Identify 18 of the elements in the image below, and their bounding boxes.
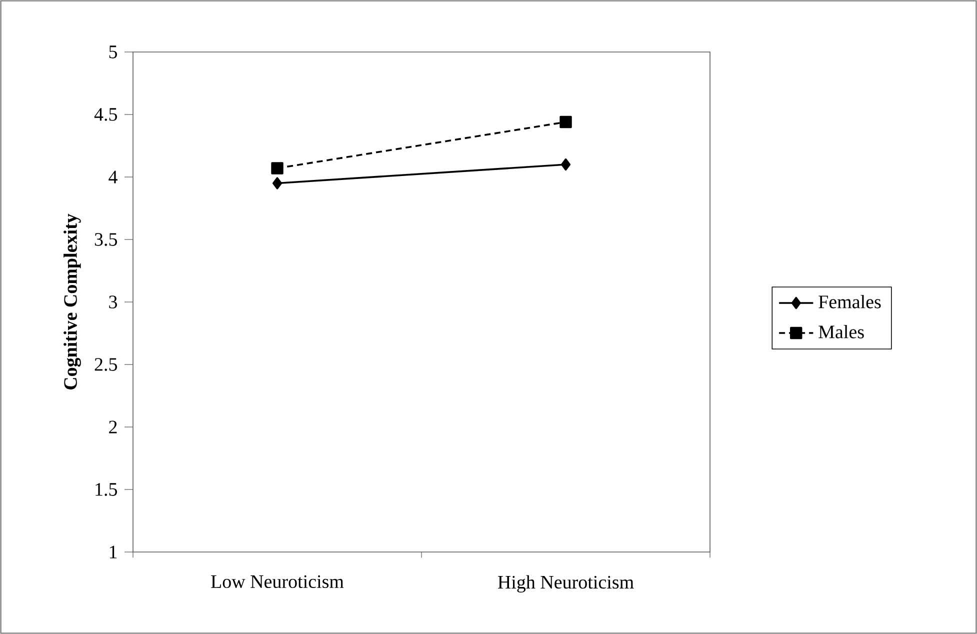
point <box>271 162 284 174</box>
y-tick-label: 1.5 <box>96 483 117 496</box>
legend-label: Females <box>818 294 881 308</box>
y-tick-label: 4 <box>108 170 118 184</box>
point <box>560 158 571 171</box>
point <box>272 177 282 190</box>
y-tick-label: 4.5 <box>94 108 117 121</box>
y-tick-label: 2 <box>109 420 117 434</box>
point <box>560 116 572 128</box>
x-tick-label: High Neuroticism <box>498 575 634 593</box>
y-tick-label: 5 <box>109 46 117 58</box>
y-tick-label: 2.5 <box>94 358 117 371</box>
y-tick-label: 3.5 <box>94 233 117 246</box>
x-tick-label: Low Neuroticism <box>211 575 344 588</box>
y-tick-label: 3 <box>109 296 117 308</box>
y-axis-title: Cognitive Complexity <box>64 214 81 390</box>
y-tick-label: 1 <box>110 546 117 558</box>
legend-label: Males <box>818 325 864 338</box>
